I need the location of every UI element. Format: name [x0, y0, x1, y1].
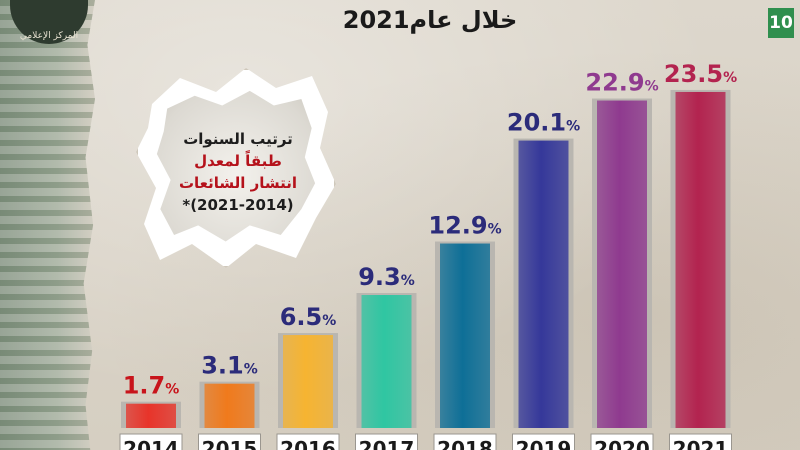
callout-line-2: طبقاً لمعدل	[194, 152, 282, 170]
page-number-badge: 10	[768, 8, 794, 38]
year-label-2017: 2017	[359, 437, 415, 450]
year-label-2018: 2018	[437, 437, 493, 450]
year-box-2017	[355, 433, 418, 450]
bar-2021	[675, 91, 726, 428]
value-label-2014: 1.7%	[123, 372, 180, 400]
value-label-2017: 9.3%	[358, 263, 415, 291]
value-label-2021: 23.5%	[664, 60, 737, 88]
bar-2020	[597, 100, 647, 428]
year-label-2014: 2014	[123, 437, 179, 450]
year-box-2021	[669, 433, 732, 450]
callout-line-1: ترتيب السنوات	[183, 130, 293, 148]
logo-text: المركز الإعلامي	[19, 31, 79, 41]
bar-2019	[518, 140, 569, 428]
year-label-2020: 2020	[594, 437, 650, 450]
torn-paper-hole	[156, 90, 316, 242]
value-label-2018: 12.9%	[428, 212, 501, 240]
bar-2017	[361, 295, 412, 428]
bar-2015	[204, 383, 255, 428]
value-label-2020: 22.9%	[585, 69, 658, 97]
year-box-2020	[590, 433, 654, 450]
bar-2016	[283, 335, 333, 428]
media-center-logo: المركز الإعلامي	[10, 0, 88, 44]
year-label-2021: 2021	[673, 437, 729, 450]
year-label-2019: 2019	[516, 437, 572, 450]
value-label-2019: 20.1%	[507, 109, 580, 137]
value-label-2016: 6.5%	[280, 303, 337, 331]
year-box-2019	[512, 433, 575, 450]
value-label-2015: 3.1%	[201, 352, 258, 380]
year-label-2016: 2016	[280, 437, 336, 450]
year-box-2014	[119, 433, 183, 450]
callout-text: ترتيب السنوات طبقاً لمعدل انتشار الشائعا…	[170, 128, 306, 216]
year-box-2016	[276, 433, 340, 450]
bar-2018	[440, 243, 490, 428]
page-title: خلال عام2021	[342, 6, 518, 34]
bar-2014	[126, 403, 176, 428]
year-label-2015: 2015	[202, 437, 258, 450]
callout-line-3: انتشار الشائعات	[178, 174, 298, 192]
newspaper-strip	[0, 0, 95, 450]
year-box-2018	[433, 433, 497, 450]
year-box-2015	[198, 433, 261, 450]
callout-line-4: *(2021-2014)	[182, 196, 294, 214]
